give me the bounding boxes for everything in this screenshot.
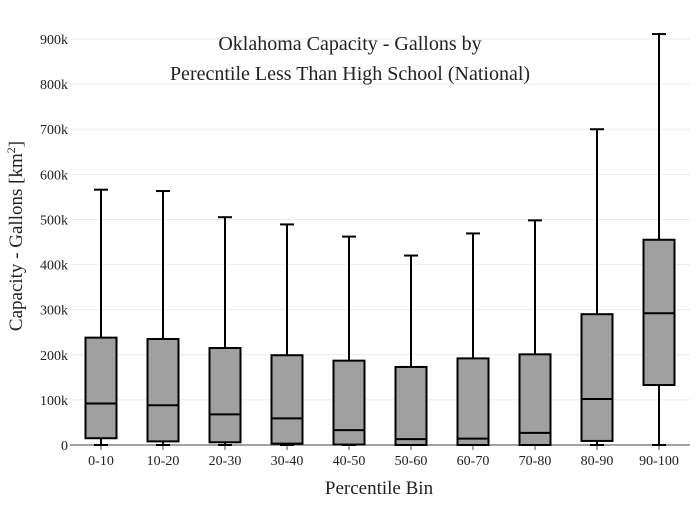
x-tick-label: 90-100 xyxy=(639,454,679,469)
x-tick-label: 10-20 xyxy=(147,454,180,469)
box-iqr xyxy=(580,313,614,442)
box-iqr xyxy=(332,359,366,446)
y-axis-title: Capacity - Gallons [km2] xyxy=(4,141,27,331)
y-tick-label: 700k xyxy=(40,123,68,138)
box-iqr xyxy=(518,353,552,446)
x-axis-title: Percentile Bin xyxy=(325,478,434,499)
x-tick-label: 40-50 xyxy=(333,454,366,469)
box-80-90 xyxy=(580,128,614,446)
box-0-10 xyxy=(84,188,118,446)
y-tick-label: 500k xyxy=(40,213,68,228)
box-20-30 xyxy=(208,216,242,446)
box-iqr xyxy=(208,347,242,444)
chart-title-line-2: Perecntile Less Than High School (Nation… xyxy=(170,63,530,85)
axis-layer: 0 100k 200k 300k 400k 500k 600k 700k 800k 900k 0-1… xyxy=(40,33,690,469)
chart-title-line-1: Oklahoma Capacity - Gallons by xyxy=(218,33,481,55)
x-tick-label: 60-70 xyxy=(457,454,490,469)
y-axis-title-main: Capacity - Gallons [km xyxy=(6,153,27,331)
x-tick-label: 70-80 xyxy=(519,454,552,469)
box-10-20 xyxy=(146,190,180,446)
y-axis-title-end: ] xyxy=(6,141,27,147)
x-tick-label: 30-40 xyxy=(271,454,304,469)
x-tick-label: 80-90 xyxy=(581,454,614,469)
box-layer xyxy=(84,33,676,446)
box-30-40 xyxy=(270,223,304,446)
y-tick-label: 300k xyxy=(40,304,68,319)
box-iqr xyxy=(270,354,304,445)
y-tick-label: 100k xyxy=(40,394,68,409)
y-axis-title-superscript: 2 xyxy=(4,147,18,153)
x-tick-label: 20-30 xyxy=(209,454,242,469)
box-50-60 xyxy=(394,254,428,446)
x-tick-label: 0-10 xyxy=(88,454,114,469)
box-iqr xyxy=(146,337,180,443)
text-layer: Oklahoma Capacity - Gallons by Perecntil… xyxy=(4,33,530,499)
y-tick-label: 900k xyxy=(40,33,68,48)
box-iqr xyxy=(394,365,428,446)
y-tick-label: 400k xyxy=(40,259,68,274)
box-70-80 xyxy=(518,219,552,446)
y-tick-label: 800k xyxy=(40,78,68,93)
box-iqr xyxy=(84,336,118,440)
y-tick-label: 600k xyxy=(40,168,68,183)
y-tick-label: 200k xyxy=(40,349,68,364)
x-tick-label: 50-60 xyxy=(395,454,428,469)
box-60-70 xyxy=(456,232,490,446)
y-tick-label: 0 xyxy=(61,439,68,454)
box-90-100 xyxy=(642,33,676,446)
box-40-50 xyxy=(332,235,366,446)
box-iqr xyxy=(456,357,490,446)
